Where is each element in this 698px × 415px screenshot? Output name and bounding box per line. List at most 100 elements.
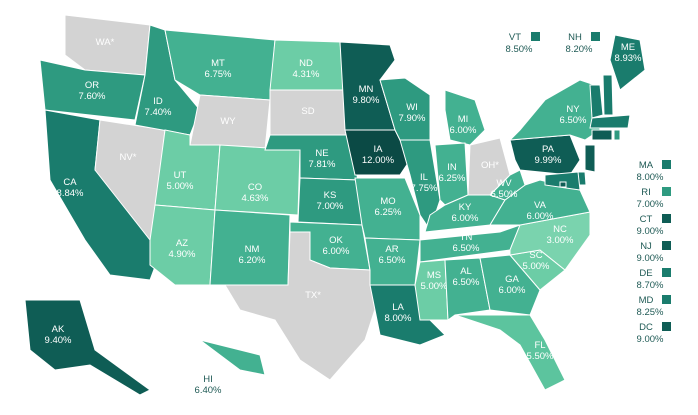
state-rate: 4.90% [169,249,196,260]
state-rate: 8.00% [385,313,412,324]
state-rate: 5.50% [527,351,554,362]
state-rate: 5.00% [167,181,194,192]
state [214,144,301,216]
state [559,181,567,188]
state-abbr: TX* [305,290,321,301]
state-rate: 6.50% [560,115,587,126]
state [479,254,541,316]
state-rate: 7.75% [411,183,438,194]
state [24,299,151,396]
callout-abbr: NJ [640,241,652,252]
callout-rate: 8.25% [637,307,664,318]
callout-rate: 8.20% [566,44,593,55]
state-rate: 7.00% [317,201,344,212]
callout-swatch [662,160,671,169]
state [454,314,566,391]
state [509,211,591,271]
callout-abbr: RI [641,187,651,198]
state-rate: 5.00% [421,281,448,292]
state [414,259,449,321]
state-abbr: GA [505,274,519,285]
state-abbr: WV [496,178,512,189]
callout-abbr: CT [640,214,653,225]
state [591,129,613,141]
state-rate: 6.00% [527,211,554,222]
state-rate: 6.25% [439,173,466,184]
state-rate: 6.00% [452,213,479,224]
state-abbr: IA [374,144,384,155]
state-rate: 9.40% [45,335,72,346]
state-abbr: WY [220,116,236,127]
state [602,74,614,116]
state [589,84,604,119]
state-rate: 9.80% [353,95,380,106]
state-abbr: IN [447,162,457,173]
state-abbr: MT [211,58,225,69]
state-abbr: SD [301,106,314,117]
state-abbr: ME [621,42,635,53]
state-abbr: AK [52,324,65,335]
callout-swatch [662,268,671,277]
state-abbr: KS [324,190,337,201]
state-abbr: OK [329,235,343,246]
state [613,129,621,141]
state-rate: 6.40% [195,385,222,396]
state-rate: 6.50% [453,277,480,288]
callout-swatch [591,32,600,41]
callout-swatch [662,295,671,304]
state-rate: 6.25% [375,207,402,218]
state-rate: 4.31% [293,69,320,80]
callout-abbr: MD [639,295,654,306]
state-rate: 8.93% [615,53,642,64]
callout-rate: 8.00% [637,172,664,183]
state-rate: 6.75% [205,69,232,80]
state-rate: 4.63% [242,193,269,204]
state-rate: 6.00% [450,125,477,136]
state [589,114,631,129]
state-abbr: ND [299,58,313,69]
state-abbr: AL [460,266,472,277]
state-rate: 12.00% [362,155,395,166]
state-abbr: AZ [176,238,188,249]
state-abbr: NC [553,224,567,235]
state-abbr: MS [427,270,441,281]
state-rate: 7.81% [309,159,336,170]
state [508,79,601,141]
state-abbr: VA [534,200,547,211]
state [444,257,491,321]
callout-swatch [662,241,671,250]
state [544,171,581,191]
state-abbr: HI [203,374,213,385]
state-abbr: SC [529,250,542,261]
callout-rate: 9.00% [637,253,664,264]
callout-abbr: MA [639,160,654,171]
state [489,169,526,201]
callout-swatch [662,187,671,196]
state-abbr: FL [534,340,545,351]
callout-rate: 8.50% [506,44,533,55]
state-abbr: IL [420,172,428,183]
state-abbr: LA [392,302,404,313]
state-rate: 6.20% [239,255,266,266]
state-abbr: NY [566,104,580,115]
state [609,34,646,91]
state-abbr: KY [459,202,472,213]
callout-swatch [662,322,671,331]
callout-abbr: VT [509,32,521,43]
state-rate: 3.00% [547,235,574,246]
state-rate: 6.00% [499,285,526,296]
state-rate: 6.50% [491,189,518,200]
state [584,144,596,173]
state-abbr: WA* [96,37,115,48]
state-abbr: AR [385,244,398,255]
state-abbr: MN [359,84,374,95]
state-abbr: WI [406,102,418,113]
state-abbr: PA [542,144,555,155]
state-abbr: MO [380,196,395,207]
state-abbr: NM [245,244,260,255]
callout-rate: 7.00% [637,199,664,210]
state-abbr: CO [248,182,262,193]
state-rate: 6.00% [323,246,350,257]
